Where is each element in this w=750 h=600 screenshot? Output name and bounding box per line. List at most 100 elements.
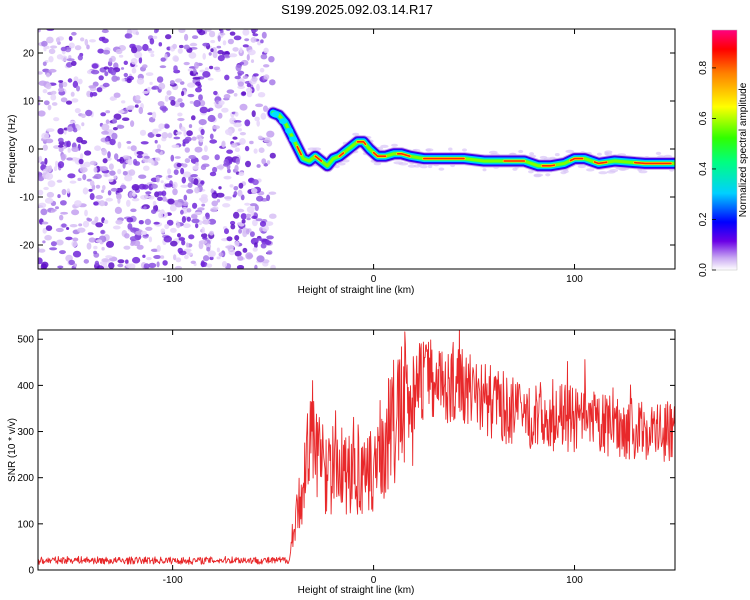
noise-speckle [120,184,127,190]
noise-speckle [126,140,132,144]
noise-speckle [47,180,56,188]
noise-speckle [195,223,199,229]
ridge-halo [609,169,619,173]
noise-speckle [38,71,43,75]
noise-speckle [170,154,175,162]
noise-speckle [194,61,199,69]
noise-speckle [38,248,46,253]
noise-speckle [213,90,218,96]
noise-speckle [55,206,59,210]
noise-speckle [124,33,133,39]
noise-speckle [251,76,258,82]
noise-speckle [261,31,267,39]
noise-speckle [183,171,191,178]
noise-speckle [172,55,179,62]
noise-speckle [259,220,267,227]
noise-speckle [76,125,81,131]
noise-speckle [204,67,209,71]
noise-speckle [202,236,208,240]
ridge-halo [598,171,608,175]
noise-speckle [66,58,75,62]
noise-speckle [42,144,48,151]
noise-speckle [159,65,167,69]
noise-speckle [109,138,116,146]
noise-speckle [120,67,125,70]
spectrogram-x-axis-label: Height of straight line (km) [298,285,415,296]
noise-speckle [257,92,266,98]
noise-speckle [184,136,192,142]
snr-line [38,330,675,565]
noise-speckle [223,94,231,99]
noise-speckle [108,178,114,183]
colorbar-gradient [712,30,737,270]
colorbar-tick-label: 0.6 [698,111,709,125]
colorbar-tick-label: 0.0 [698,263,709,277]
noise-speckle [180,184,189,188]
snr-panel: -100 0 100 0 100 200 300 400 500 Height of strai… [7,329,676,596]
noise-speckle [155,148,162,153]
noise-speckle [186,208,192,213]
noise-speckle [194,211,203,215]
noise-speckle [244,202,251,206]
noise-speckle [42,89,48,94]
noise-speckle [68,55,72,60]
noise-speckle [142,90,149,94]
noise-speckle [229,31,236,36]
noise-speckle [160,228,166,234]
noise-speckle [246,228,250,235]
noise-speckle [143,155,150,159]
noise-speckle [46,128,55,133]
noise-speckle [147,112,154,116]
noise-speckle [101,123,110,131]
noise-speckle [200,180,205,185]
ridge-blob [285,127,294,134]
noise-speckle [223,196,233,200]
noise-speckle [57,194,61,199]
noise-speckle [233,122,242,128]
noise-speckle [77,227,86,233]
noise-speckle [198,119,207,126]
noise-speckle [236,208,245,213]
noise-speckle [112,118,117,124]
noise-speckle [180,167,185,175]
noise-speckle [115,187,123,193]
noise-speckle [216,247,220,253]
noise-speckle [265,221,274,227]
y-tick-label: 20 [23,49,35,60]
noise-speckle [71,31,77,36]
noise-speckle [60,200,67,206]
noise-speckle [179,44,184,49]
noise-speckle [236,265,245,269]
noise-speckle [155,176,160,183]
noise-speckle [61,55,68,62]
noise-speckle [136,244,144,250]
noise-speckle [57,161,65,169]
x-tick-label: 0 [371,575,377,586]
noise-speckle [38,96,41,101]
noise-speckle [172,43,178,50]
noise-speckle [237,255,244,261]
x-tick-label: 0 [371,274,377,285]
noise-speckle [156,191,164,196]
noise-speckle [102,82,110,88]
noise-speckle [49,247,58,251]
noise-speckle [202,53,206,60]
noise-speckle [251,110,256,118]
noise-speckle [55,239,64,246]
noise-speckle [122,171,128,176]
noise-speckle [72,237,79,242]
noise-speckle [74,108,81,114]
noise-speckle [45,225,53,232]
spectrogram-heatmap [38,29,675,269]
noise-speckle [58,144,64,148]
noise-speckle [130,120,135,127]
noise-speckle [157,101,165,107]
ridge-halo [427,164,433,169]
noise-speckle [102,49,111,55]
noise-speckle [270,264,276,269]
noise-speckle [88,85,97,89]
noise-speckle [209,256,214,261]
noise-speckle [78,158,84,165]
noise-speckle [167,168,172,175]
noise-speckle [138,106,144,115]
